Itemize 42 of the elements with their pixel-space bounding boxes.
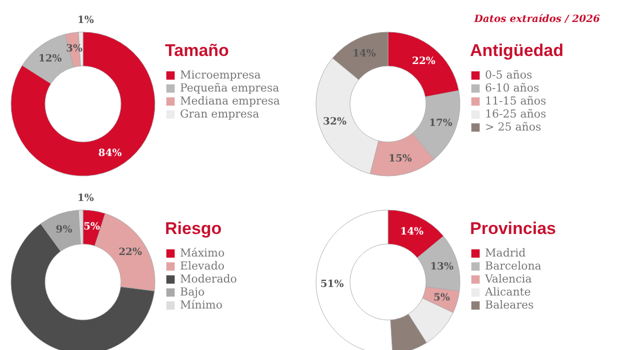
data-label: 84% — [98, 148, 122, 160]
legend-label: Gran empresa — [180, 108, 260, 120]
data-label: 32% — [323, 116, 347, 128]
legend-label: Barcelona — [485, 260, 542, 272]
legend-label: Elevado — [180, 260, 225, 272]
data-label: 5% — [434, 292, 450, 304]
data-label: 12% — [38, 54, 62, 65]
data-label: 3% — [66, 44, 83, 55]
legend-label: Bajo — [180, 286, 206, 298]
legend-label: Mínimo — [180, 298, 223, 312]
data-label: 1% — [77, 193, 94, 204]
data-label: 15% — [388, 154, 412, 165]
legend-label: Madrid — [485, 246, 526, 260]
text: Riesgo — [165, 219, 222, 238]
legend-label: > 25 años — [485, 120, 542, 134]
legend-label: Mediana empresa — [180, 94, 280, 108]
legend-label: Valencia — [484, 272, 532, 286]
legend-label: 11-15 años — [485, 94, 546, 108]
data-label: 9% — [56, 224, 73, 236]
text: Provincias — [470, 219, 556, 238]
data-label: 17% — [428, 118, 453, 129]
legend-label: 0-5 años — [485, 68, 532, 82]
legend-label: Máximo — [180, 246, 225, 260]
text: Tamaño — [165, 41, 229, 60]
legend-label: Moderado — [180, 272, 238, 286]
legend-label: 6-10 años — [485, 82, 540, 94]
legend-label: Pequeña empresa — [180, 82, 280, 94]
legend-label: Microempresa — [180, 68, 262, 82]
data-label: 22% — [412, 56, 436, 67]
legend-label: 16-25 años — [485, 108, 546, 120]
data-label: 5% — [84, 222, 100, 233]
legend-label: Baleares — [485, 298, 534, 312]
data-label: 1% — [77, 15, 94, 26]
text: Datos extraídos / 2026 — [473, 14, 600, 25]
data-label: 14% — [400, 226, 424, 238]
text: Antigüedad — [470, 41, 564, 60]
legend-label: Alicante — [484, 286, 531, 298]
data-label: 13% — [430, 261, 454, 272]
donut-slice — [10, 32, 156, 176]
data-label: 14% — [352, 48, 376, 60]
data-label: 51% — [320, 278, 344, 290]
data-label: 22% — [118, 246, 142, 258]
